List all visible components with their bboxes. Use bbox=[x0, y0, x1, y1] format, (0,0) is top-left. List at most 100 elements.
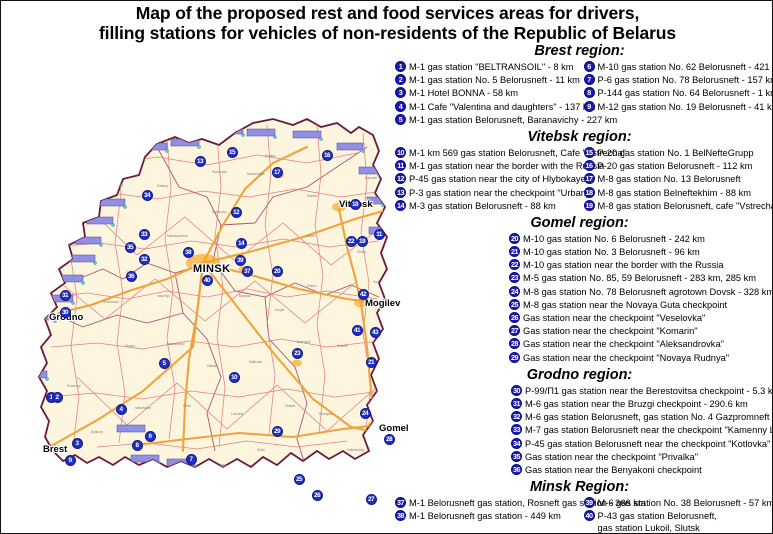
map-marker-21[interactable]: 21 bbox=[365, 356, 377, 368]
map-marker-9[interactable]: 9 bbox=[64, 454, 76, 466]
legend-entry-text: M-1 Belorusneft gas station - 449 km bbox=[409, 511, 561, 522]
map-marker-25[interactable]: 25 bbox=[293, 473, 305, 485]
svg-text:Krupki: Krupki bbox=[275, 308, 284, 312]
legend-entry-text: P-43 gas station Belorusneft, gas station… bbox=[597, 511, 717, 533]
map-marker-2[interactable]: 2 bbox=[51, 391, 63, 403]
map-marker-19[interactable]: 19 bbox=[356, 235, 368, 247]
map-marker-12[interactable]: 12 bbox=[230, 206, 242, 218]
map-marker-17[interactable]: 17 bbox=[271, 166, 283, 178]
legend-entry[interactable]: 35 Gas station near the checkpoint "Priva… bbox=[511, 450, 770, 464]
legend-number-badge: 29 bbox=[509, 351, 520, 363]
svg-text:Shklou: Shklou bbox=[307, 284, 317, 288]
legend-entry[interactable]: 2 M-1 gas station No. 5 Belorusneft - 11 … bbox=[395, 74, 582, 87]
map-marker-7[interactable]: 7 bbox=[185, 453, 197, 465]
legend-entry[interactable]: 5 M-1 gas station Belorusneft, Baranavich… bbox=[395, 113, 617, 127]
svg-text:Sianno: Sianno bbox=[307, 194, 317, 198]
legend-entry[interactable]: 40 P-43 gas station Belorusneft, gas stati… bbox=[583, 510, 771, 533]
svg-text:Rechytsa: Rechytsa bbox=[319, 412, 333, 416]
map-marker-3[interactable]: 3 bbox=[71, 437, 83, 449]
legend-entry[interactable]: 14 M-3 gas station Belorusneft - 88 km bbox=[395, 199, 582, 213]
legend-entry[interactable]: 17 M-8 gas station No. 13 Belorusneft bbox=[583, 173, 771, 186]
legend-entry[interactable]: 30 P-99/П1 gas station near the Berestovi… bbox=[511, 384, 772, 398]
city-label-grodno: Grodno bbox=[49, 312, 84, 323]
legend-number-badge: 25 bbox=[509, 298, 520, 310]
legend-entry[interactable]: 23 M-5 gas station No. 85, 59 Belorusneft… bbox=[509, 272, 770, 285]
legend-entry[interactable]: 34 P-45 gas station Belorusneft near the … bbox=[511, 437, 770, 451]
map-marker-8[interactable]: 8 bbox=[131, 439, 143, 451]
map-marker-15[interactable]: 15 bbox=[226, 146, 238, 158]
map-marker-38[interactable]: 38 bbox=[182, 246, 194, 258]
legend-entry[interactable]: 31 M-6 gas station near the Bruzgi checkp… bbox=[511, 397, 770, 411]
map-marker-23[interactable]: 23 bbox=[291, 347, 303, 359]
map-marker-32[interactable]: 32 bbox=[138, 253, 150, 265]
legend-entry[interactable]: 28 Gas station near the checkpoint "Aleks… bbox=[509, 338, 770, 351]
map-marker-42[interactable]: 42 bbox=[357, 288, 369, 300]
legend-entry[interactable]: 18 M-8 gas station Belneftekhim - 88 km bbox=[583, 186, 771, 200]
map-marker-18[interactable]: 18 bbox=[349, 198, 361, 210]
legend-entry[interactable]: 21 M-10 gas station No. 3 Belorusneft - 9… bbox=[509, 246, 770, 259]
legend-entry[interactable]: 36 Gas station near the Benyakoni checkpo… bbox=[511, 463, 770, 477]
map-marker-11[interactable]: 11 bbox=[373, 228, 385, 240]
legend-entry[interactable]: 33 M-7 gas station Belorusneft near the c… bbox=[511, 424, 772, 437]
map-marker-29[interactable]: 29 bbox=[271, 425, 283, 437]
legend-entry[interactable]: 3 M-1 Hotel BONNA - 58 km bbox=[395, 87, 582, 100]
legend-entry[interactable]: 9 M-12 gas station No. 19 Belorusneft - 4… bbox=[583, 100, 772, 114]
map-marker-33[interactable]: 33 bbox=[138, 228, 150, 240]
legend-entry[interactable]: 39 M-6 gas station No. 38 Belorusneft - 5… bbox=[583, 497, 772, 510]
legend-entry[interactable]: 26 Gas station near the checkpoint "Vesel… bbox=[509, 312, 770, 325]
map-marker-10[interactable]: 10 bbox=[228, 371, 240, 383]
legend-entry[interactable]: 7 P-6 gas station No. 78 Belorusneft - 15… bbox=[583, 74, 772, 87]
map-marker-16[interactable]: 16 bbox=[321, 149, 333, 161]
legend-entry[interactable]: 20 M-10 gas station No. 6 Belorusneft - 2… bbox=[509, 232, 770, 246]
legend-entry[interactable]: 8 P-144 gas station No. 64 Belorusneft - … bbox=[583, 87, 772, 100]
legend-entry[interactable]: 6 M-10 gas station No. 62 Belorusneft - 4… bbox=[583, 61, 772, 74]
legend-number-badge: 35 bbox=[511, 450, 522, 462]
map-marker-35[interactable]: 35 bbox=[124, 241, 136, 253]
legend-number-badge: 10 bbox=[395, 146, 406, 158]
legend-entry[interactable]: 16 P-20 gas station Belorusneft - 112 km bbox=[583, 160, 771, 173]
legend-entry[interactable]: 13 P-3 gas station near the checkpoint "U… bbox=[395, 186, 594, 200]
map-marker-4[interactable]: 4 bbox=[115, 403, 127, 415]
map-marker-37[interactable]: 37 bbox=[241, 265, 253, 277]
map-marker-14[interactable]: 14 bbox=[235, 237, 247, 249]
map-marker-6[interactable]: 6 bbox=[144, 430, 156, 442]
legend-entry[interactable]: 29 Gas station near the checkpoint "Novay… bbox=[509, 351, 770, 365]
map-marker-41[interactable]: 41 bbox=[351, 324, 363, 336]
map-marker-40[interactable]: 40 bbox=[201, 274, 213, 286]
map-marker-22[interactable]: 22 bbox=[345, 235, 357, 247]
legend-entry[interactable]: 24 M-8 gas station No. 78 Belorusneft agr… bbox=[509, 285, 772, 299]
legend-entry[interactable]: 38 M-1 Belorusneft gas station - 449 km bbox=[395, 510, 582, 523]
map-marker-28[interactable]: 28 bbox=[383, 433, 395, 445]
map-marker-20[interactable]: 20 bbox=[271, 265, 283, 277]
map-marker-43[interactable]: 43 bbox=[369, 326, 381, 338]
legend-region-heading: Gomel region: bbox=[530, 214, 629, 231]
legend-entry[interactable]: 10 M-1 km 569 gas station Belorusneft, Ca… bbox=[395, 146, 626, 160]
legend-entry[interactable]: 32 M-6 gas station Belorusneft, gas stati… bbox=[511, 411, 772, 424]
legend-entry[interactable]: 19 M-8 gas station Belorusneft, cafe "Vst… bbox=[583, 199, 772, 213]
legend-entry[interactable]: 11 M-1 gas station near the border with t… bbox=[395, 160, 604, 173]
legend-entry[interactable]: 22 M-10 gas station near the border with … bbox=[509, 259, 770, 272]
legend-entry[interactable]: 37 M-1 Belorusneft gas station, Rosneft g… bbox=[395, 497, 646, 510]
map-marker-5[interactable]: 5 bbox=[158, 357, 170, 369]
map-marker-36[interactable]: 36 bbox=[125, 270, 137, 282]
map-marker-24[interactable]: 24 bbox=[359, 407, 371, 419]
belarus-map[interactable]: Pastavy Hlybokaye Polatsk Navapolatsk Sian… bbox=[7, 47, 409, 505]
legend-entry-text: Gas station near the checkpoint "Aleksan… bbox=[523, 339, 724, 350]
legend-entry[interactable]: 12 P-45 gas station near the city of Hlyb… bbox=[395, 173, 586, 186]
map-marker-31[interactable]: 31 bbox=[59, 289, 71, 301]
map-marker-27[interactable]: 27 bbox=[365, 493, 377, 505]
legend-entry[interactable]: 1 M-1 gas station "BELTRANSOIL" - 8 km bbox=[395, 61, 582, 74]
map-marker-30[interactable]: 30 bbox=[59, 306, 71, 318]
legend-entry[interactable]: 15 P-20 gas station No. 1 BelNefteGrupp bbox=[583, 146, 771, 160]
legend-entry[interactable]: 4 M-1 Cafe "Valentina and daughters" - 13… bbox=[395, 100, 595, 114]
legend-region-minsk-region: Minsk Region: 37 M-1 Belorusneft gas stati… bbox=[389, 479, 772, 533]
legend-entry[interactable]: 25 M-8 gas station near the Novaya Guta c… bbox=[509, 298, 770, 312]
map-marker-26[interactable]: 26 bbox=[311, 489, 323, 501]
map-marker-13[interactable]: 13 bbox=[194, 155, 206, 167]
map-marker-34[interactable]: 34 bbox=[141, 189, 153, 201]
title-line-2: filling stations for vehicles of non-res… bbox=[98, 23, 677, 43]
legend-entry-text: M-1 Cafe "Valentina and daughters" - 137… bbox=[409, 101, 596, 112]
svg-text:Orsha: Orsha bbox=[357, 250, 366, 254]
legend-entry[interactable]: 27 Gas station near the checkpoint "Komar… bbox=[509, 325, 770, 338]
map-marker-39[interactable]: 39 bbox=[234, 254, 246, 266]
